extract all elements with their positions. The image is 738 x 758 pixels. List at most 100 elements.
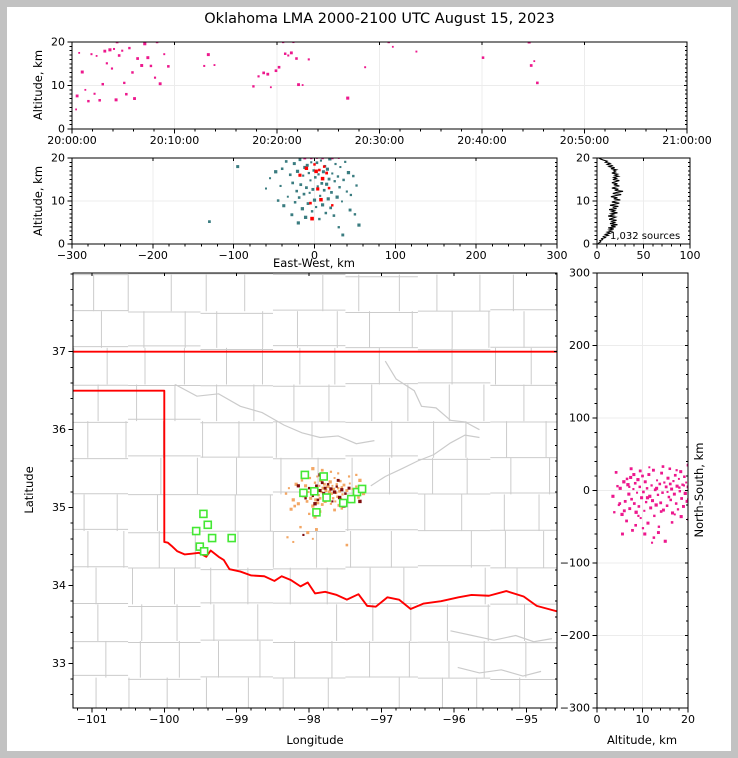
data-point: [128, 46, 131, 50]
data-point: [364, 66, 367, 69]
data-point: [614, 471, 618, 474]
data-point: [117, 54, 121, 57]
data-point: [310, 158, 313, 160]
station-marker: [299, 488, 308, 498]
altitude-axis-label-time-panel: Altitude, km: [31, 49, 45, 121]
data-point: [326, 485, 330, 489]
data-point: [308, 512, 311, 516]
data-point: [310, 210, 314, 213]
station-marker: [312, 508, 321, 517]
data-point: [650, 484, 653, 487]
station-marker: [309, 486, 319, 496]
state-border: [73, 389, 557, 613]
data-point: [284, 492, 288, 495]
longitude-axis-label: Longitude: [286, 733, 344, 747]
data-point: [282, 42, 285, 44]
data-point: [316, 498, 320, 502]
data-point: [666, 490, 669, 493]
data-point: [313, 515, 317, 519]
data-point: [623, 499, 627, 503]
data-point: [80, 70, 84, 74]
data-point: [391, 45, 394, 48]
data-point: [344, 492, 347, 495]
tick-label: 20:10:00: [150, 134, 199, 147]
data-point: [276, 199, 280, 202]
data-point: [257, 75, 260, 78]
panel-ns_height: 0 10 20 −300 −200 −100 0 100 200 300: [560, 267, 695, 727]
data-point: [313, 163, 316, 166]
source-count-annotation: 1,032 sources: [610, 231, 681, 242]
data-point: [308, 476, 312, 480]
data-point: [203, 64, 206, 67]
data-point: [326, 483, 330, 486]
station-marker: [203, 520, 213, 530]
tick-label: −300: [560, 702, 590, 715]
data-point: [627, 492, 631, 496]
tick-label: 200: [569, 339, 590, 352]
tick-label: −98: [298, 713, 321, 726]
tick-label: 10: [51, 79, 65, 92]
data-point: [277, 65, 281, 69]
data-point: [630, 497, 633, 501]
north-south-axis-label: North-South, km: [692, 442, 706, 538]
data-point: [357, 496, 360, 499]
data-point: [316, 187, 320, 191]
data-point: [296, 221, 300, 225]
data-point: [353, 213, 357, 216]
data-point: [149, 64, 153, 68]
data-point: [331, 484, 334, 487]
data-point: [342, 483, 346, 487]
data-point: [529, 64, 533, 67]
tick-label: 10: [51, 195, 65, 208]
data-point: [331, 500, 334, 503]
data-point: [328, 158, 332, 161]
data-point: [306, 202, 310, 205]
data-point: [305, 186, 308, 190]
data-point: [616, 484, 619, 488]
data-point: [646, 521, 650, 525]
data-point: [351, 487, 354, 491]
data-point: [136, 57, 139, 60]
data-point: [286, 195, 289, 198]
tick-label: −200: [560, 629, 590, 642]
data-point: [331, 158, 334, 160]
data-point: [331, 497, 335, 500]
data-point: [299, 183, 303, 187]
data-point: [656, 493, 660, 497]
data-point: [341, 233, 345, 237]
data-point: [611, 494, 615, 498]
data-point: [337, 226, 340, 229]
data-point: [289, 51, 293, 55]
plot-area-alt_histogram: [597, 158, 624, 244]
station-marker: [199, 509, 208, 519]
data-point: [206, 53, 210, 57]
data-point: [306, 531, 310, 535]
data-point: [681, 483, 684, 486]
station-marker: [346, 494, 356, 504]
data-point: [75, 94, 79, 98]
data-point: [685, 499, 688, 503]
data-point: [346, 96, 350, 100]
data-point: [329, 206, 333, 210]
data-point: [324, 488, 328, 493]
data-point: [638, 485, 642, 489]
data-point: [325, 167, 329, 171]
data-point: [319, 194, 322, 197]
data-point: [115, 42, 119, 44]
data-point: [318, 217, 321, 221]
data-point: [321, 158, 324, 160]
data-point: [533, 60, 536, 63]
data-point: [288, 173, 292, 177]
data-point: [527, 42, 531, 44]
data-point: [293, 201, 297, 204]
data-point: [302, 174, 305, 177]
data-point: [313, 481, 317, 484]
tick-label: −200: [138, 249, 168, 262]
data-point: [664, 485, 668, 489]
station-marker: [199, 547, 209, 556]
data-point: [208, 220, 211, 224]
data-point: [632, 502, 636, 505]
data-point: [318, 488, 322, 493]
data-point: [301, 84, 304, 86]
tick-label: −99: [225, 713, 248, 726]
